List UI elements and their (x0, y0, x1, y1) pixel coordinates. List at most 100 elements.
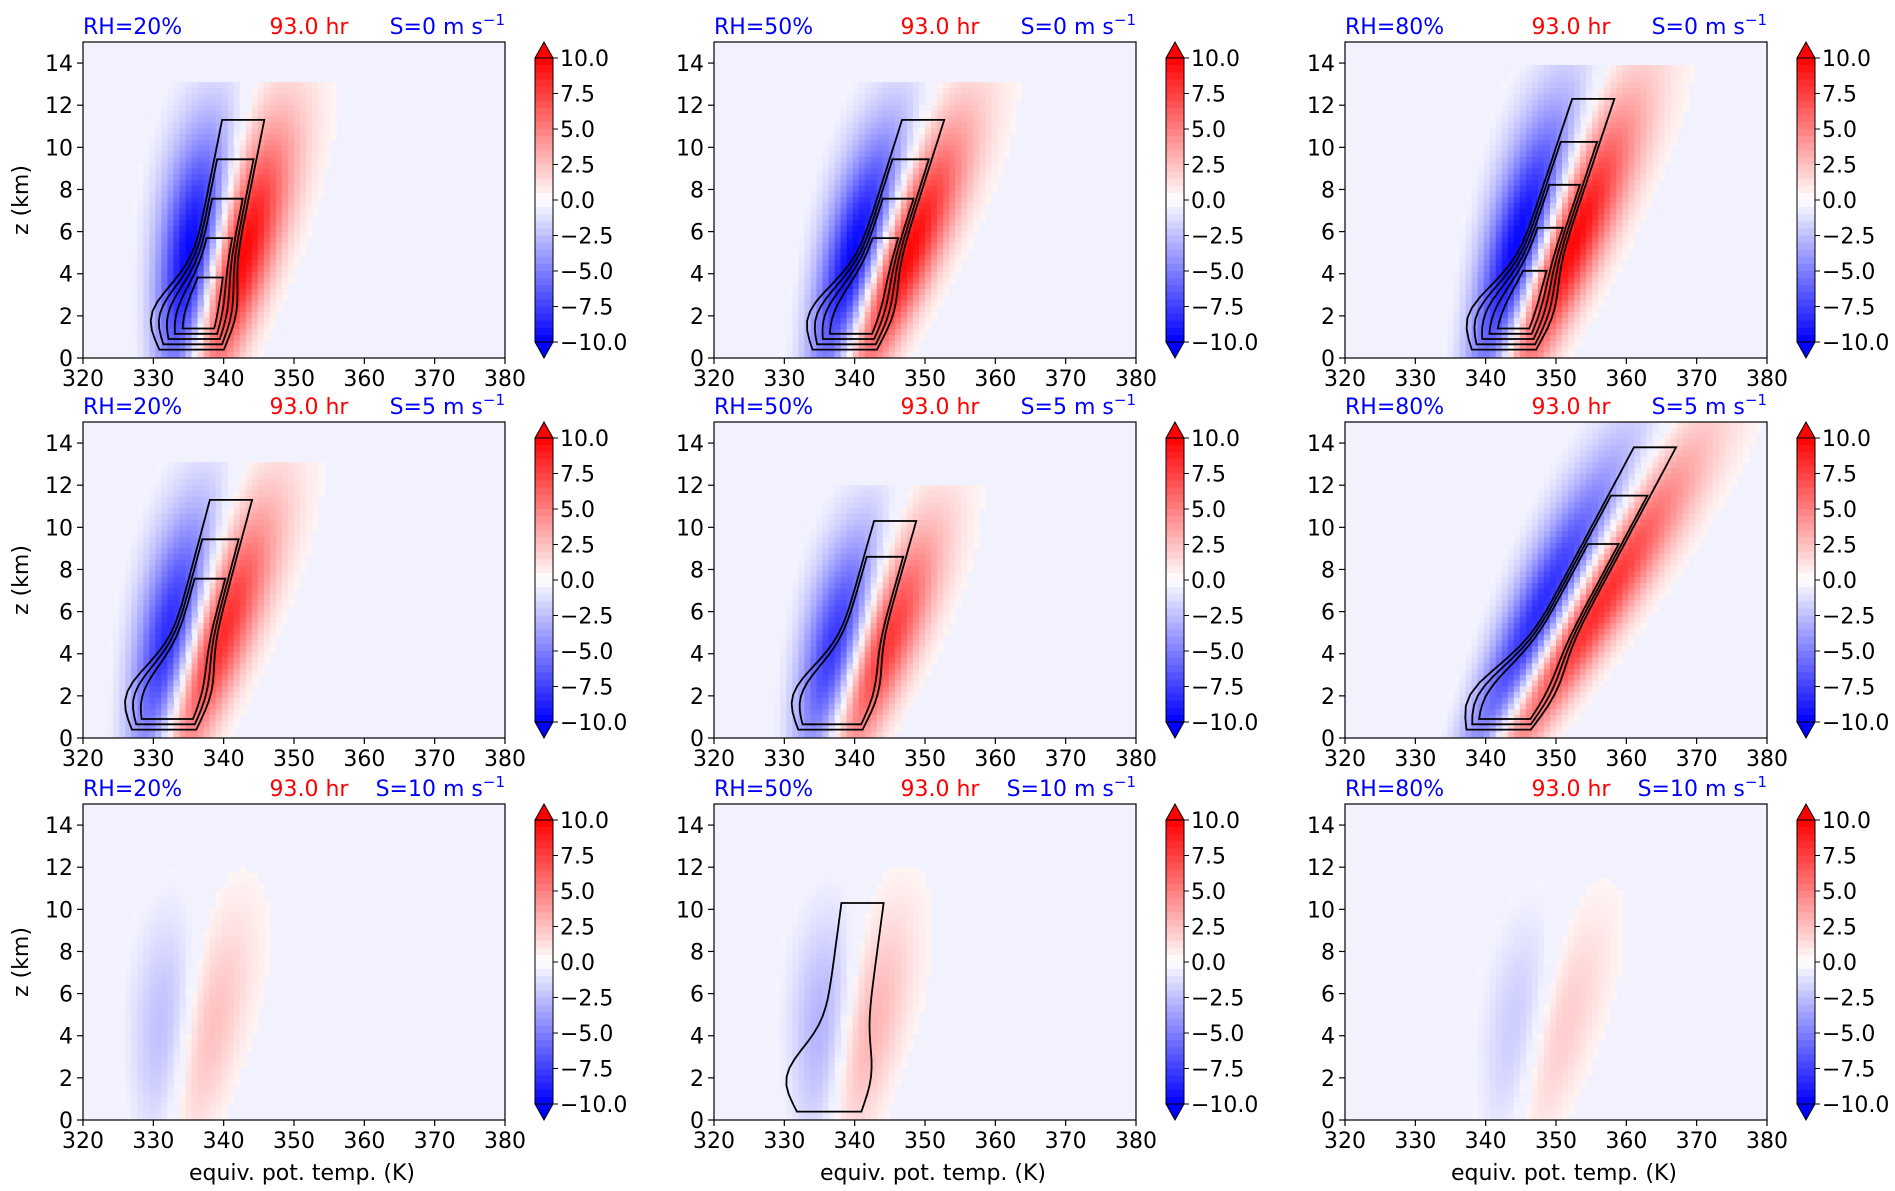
colorbar-band (535, 285, 553, 293)
field-cell (1447, 306, 1455, 313)
field-cell (1507, 82, 1515, 89)
field-cell (1622, 156, 1629, 164)
field-cell (275, 99, 283, 106)
field-cell (275, 88, 283, 95)
field-cell (816, 174, 824, 181)
field-cell (1513, 289, 1521, 296)
field-cell (143, 277, 150, 284)
field-cell (1676, 116, 1684, 123)
field-cell (221, 300, 229, 307)
x-tick-label: 340 (834, 367, 876, 392)
field-cell (1495, 168, 1503, 175)
field-cell (822, 306, 830, 313)
field-cell (888, 191, 896, 198)
field-cell (1652, 116, 1660, 123)
field-cell (949, 220, 956, 227)
field-cell (1640, 185, 1647, 192)
field-cell (1586, 214, 1593, 221)
field-cell (324, 116, 331, 123)
field-cell (925, 197, 932, 204)
field-cell (155, 243, 162, 250)
field-cell (822, 197, 830, 204)
field-cell (1550, 110, 1557, 118)
field-cell (919, 335, 926, 342)
field-cell (239, 323, 247, 330)
field-cell (161, 168, 168, 175)
field-cell (143, 490, 150, 498)
field-cell (1550, 208, 1557, 215)
field-cell (900, 99, 908, 106)
field-cell (209, 300, 217, 307)
field-cell (227, 105, 235, 112)
field-cell (221, 99, 229, 106)
field-cell (1610, 168, 1617, 175)
field-cell (894, 266, 902, 273)
field-cell (239, 536, 247, 544)
field-cell (263, 473, 271, 480)
field-cell (1525, 352, 1533, 358)
field-cell (1501, 93, 1509, 100)
field-cell (912, 110, 920, 118)
field-cell (1664, 110, 1672, 118)
field-cell (1003, 133, 1010, 141)
colorbar-tick-label: 10.0 (1822, 47, 1871, 72)
field-cell (834, 323, 842, 330)
field-cell (955, 208, 962, 215)
field-cell (288, 243, 295, 250)
field-cell (173, 559, 180, 567)
field-cell (318, 82, 325, 89)
field-cell (1646, 116, 1653, 123)
field-cell (288, 554, 295, 561)
field-cell (269, 312, 277, 319)
field-cell (1568, 65, 1575, 72)
field-cell (221, 554, 229, 561)
field-cell (846, 88, 854, 95)
field-cell (894, 300, 902, 307)
field-cell (852, 266, 860, 273)
field-cell (167, 254, 174, 261)
field-cell (1592, 139, 1599, 146)
field-cell (1562, 156, 1569, 164)
field-cell (822, 151, 830, 158)
field-cell (1525, 254, 1533, 261)
field-cell (245, 237, 253, 244)
field-cell (294, 151, 301, 158)
field-cell (1586, 156, 1593, 164)
field-cell (798, 220, 805, 227)
field-cell (1646, 133, 1653, 141)
field-cell (185, 202, 193, 210)
field-cell (288, 260, 295, 267)
field-cell (816, 214, 824, 221)
colorbar-band (1797, 313, 1815, 322)
colorbar-band (1797, 136, 1815, 144)
field-cell (173, 294, 180, 302)
field-cell (215, 93, 223, 100)
field-cell (858, 116, 866, 123)
field-cell (1580, 271, 1587, 279)
field-cell (269, 254, 277, 261)
field-cell (294, 214, 301, 221)
field-cell (1471, 294, 1479, 302)
field-cell (937, 283, 944, 290)
field-cell (997, 168, 1004, 175)
field-cell (1574, 248, 1581, 256)
field-cell (1628, 243, 1635, 250)
field-cell (937, 133, 944, 141)
field-cell (1568, 243, 1575, 250)
field-cell (167, 559, 174, 567)
field-cell (1537, 88, 1545, 95)
field-cell (858, 197, 866, 204)
field-cell (906, 254, 914, 261)
field-cell (1670, 70, 1678, 77)
field-cell (203, 110, 211, 118)
field-cell (221, 559, 229, 567)
field-cell (906, 243, 914, 250)
field-cell (257, 496, 265, 503)
field-cell (1562, 294, 1569, 302)
colorbar: 10.07.55.02.50.0−2.5−5.0−7.5−10.0 (1796, 40, 1889, 360)
field-cell (1495, 110, 1503, 118)
field-cell (870, 306, 878, 313)
colorbar-band (1166, 114, 1184, 123)
field-cell (912, 225, 920, 233)
field-cell (269, 214, 277, 221)
